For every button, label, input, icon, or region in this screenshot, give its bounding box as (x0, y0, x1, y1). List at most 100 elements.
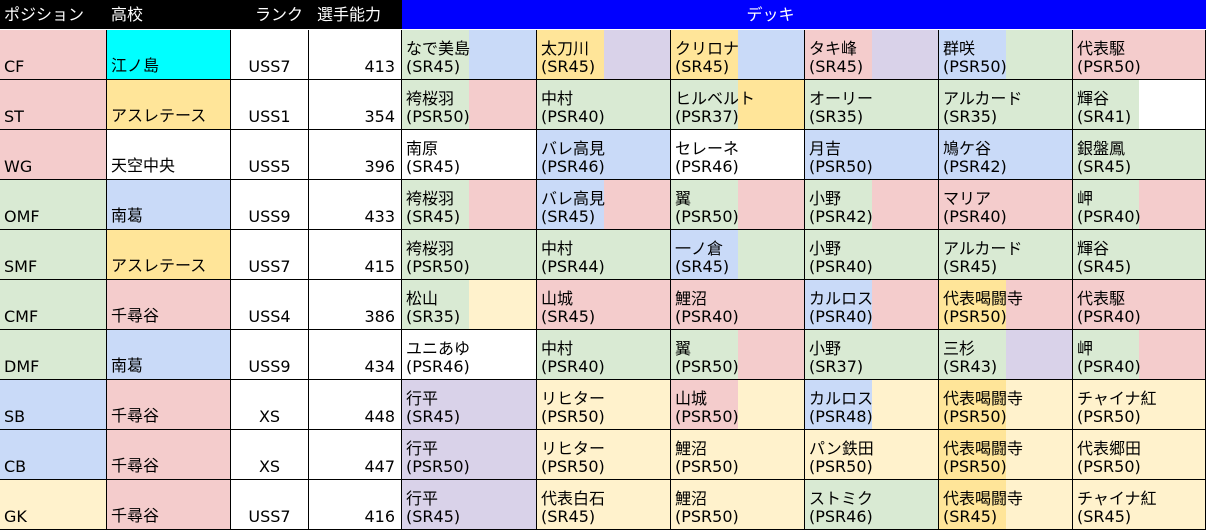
deck-card-cell[interactable]: 小野 (PSR40) (805, 230, 939, 280)
header-deck[interactable]: デッキ (402, 0, 1140, 29)
deck-card-cell[interactable]: リヒター (PSR50) (537, 430, 671, 480)
deck-card-cell[interactable]: カルロス (PSR48) (805, 380, 939, 430)
school-cell[interactable]: 天空中央 (107, 130, 231, 180)
school-cell[interactable]: 南葛 (107, 180, 231, 230)
school-cell[interactable]: 江ノ島 (107, 30, 231, 80)
deck-card-cell[interactable]: 翼 (PSR50) (671, 180, 805, 230)
position-cell[interactable]: DMF (0, 330, 107, 380)
deck-card-cell[interactable]: 袴桜羽 (SR45) (402, 180, 537, 230)
deck-card-cell[interactable]: セレーネ (PSR46) (671, 130, 805, 180)
deck-card-cell[interactable]: チャイナ紅 (PSR50) (1073, 380, 1206, 430)
deck-card-cell[interactable]: タキ峰 (SR45) (805, 30, 939, 80)
deck-card-cell[interactable]: 南原 (SR45) (402, 130, 537, 180)
school-cell[interactable]: 千尋谷 (107, 480, 231, 530)
deck-card-cell[interactable]: 小野 (SR37) (805, 330, 939, 380)
rank-cell[interactable]: USS9 (231, 330, 309, 380)
deck-card-cell[interactable]: チャイナ紅 (SR45) (1073, 480, 1206, 530)
position-cell[interactable]: ST (0, 80, 107, 130)
ability-cell[interactable]: 413 (309, 30, 402, 80)
rank-cell[interactable]: USS1 (231, 80, 309, 130)
ability-cell[interactable]: 416 (309, 480, 402, 530)
school-cell[interactable]: アスレテース (107, 230, 231, 280)
deck-card-cell[interactable]: ユニあゆ (PSR46) (402, 330, 537, 380)
header-school[interactable]: 高校 (107, 0, 231, 29)
deck-card-cell[interactable]: 岬 (PSR40) (1073, 180, 1206, 230)
deck-card-cell[interactable]: 代表喝闘寺 (PSR50) (939, 430, 1073, 480)
ability-cell[interactable]: 396 (309, 130, 402, 180)
deck-card-cell[interactable]: 山城 (SR45) (537, 280, 671, 330)
deck-card-cell[interactable]: 太刀川 (SR45) (537, 30, 671, 80)
deck-card-cell[interactable]: 中村 (PSR44) (537, 230, 671, 280)
deck-card-cell[interactable]: 三杉 (SR43) (939, 330, 1073, 380)
deck-card-cell[interactable]: 行平 (SR45) (402, 480, 537, 530)
position-cell[interactable]: OMF (0, 180, 107, 230)
school-cell[interactable]: 千尋谷 (107, 280, 231, 330)
rank-cell[interactable]: USS7 (231, 480, 309, 530)
position-cell[interactable]: WG (0, 130, 107, 180)
rank-cell[interactable]: USS7 (231, 230, 309, 280)
deck-card-cell[interactable]: 鯉沼 (PSR40) (671, 280, 805, 330)
deck-card-cell[interactable]: 月吉 (PSR50) (805, 130, 939, 180)
deck-card-cell[interactable]: オーリー (SR35) (805, 80, 939, 130)
deck-card-cell[interactable]: 銀盤鳳 (SR45) (1073, 130, 1206, 180)
school-cell[interactable]: アスレテース (107, 80, 231, 130)
rank-cell[interactable]: USS5 (231, 130, 309, 180)
rank-cell[interactable]: XS (231, 430, 309, 480)
position-cell[interactable]: CB (0, 430, 107, 480)
deck-card-cell[interactable]: 中村 (PSR40) (537, 330, 671, 380)
rank-cell[interactable]: XS (231, 380, 309, 430)
deck-card-cell[interactable]: なで美島 (SR45) (402, 30, 537, 80)
deck-card-cell[interactable]: 行平 (PSR50) (402, 430, 537, 480)
rank-cell[interactable]: USS7 (231, 30, 309, 80)
deck-card-cell[interactable]: 袴桜羽 (PSR50) (402, 80, 537, 130)
position-cell[interactable]: CMF (0, 280, 107, 330)
deck-card-cell[interactable]: 鳩ケ谷 (PSR42) (939, 130, 1073, 180)
ability-cell[interactable]: 433 (309, 180, 402, 230)
deck-card-cell[interactable]: 代表駆 (PSR50) (1073, 30, 1206, 80)
deck-card-cell[interactable]: バレ高見 (PSR46) (537, 130, 671, 180)
deck-card-cell[interactable]: 輝谷 (SR41) (1073, 80, 1206, 130)
deck-card-cell[interactable]: 鯉沼 (PSR50) (671, 480, 805, 530)
ability-cell[interactable]: 447 (309, 430, 402, 480)
header-rank[interactable]: ランク (231, 0, 309, 29)
position-cell[interactable]: SB (0, 380, 107, 430)
school-cell[interactable]: 南葛 (107, 330, 231, 380)
header-ability[interactable]: 選手能力 (309, 0, 402, 29)
rank-cell[interactable]: USS9 (231, 180, 309, 230)
deck-card-cell[interactable]: 代表喝闘寺 (PSR50) (939, 380, 1073, 430)
position-cell[interactable]: GK (0, 480, 107, 530)
deck-card-cell[interactable]: アルカード (SR45) (939, 230, 1073, 280)
deck-card-cell[interactable]: 中村 (PSR40) (537, 80, 671, 130)
school-cell[interactable]: 千尋谷 (107, 430, 231, 480)
deck-card-cell[interactable]: ヒルベルト (PSR37) (671, 80, 805, 130)
deck-card-cell[interactable]: 松山 (SR35) (402, 280, 537, 330)
deck-card-cell[interactable]: クリロナ (SR45) (671, 30, 805, 80)
deck-card-cell[interactable]: 小野 (PSR42) (805, 180, 939, 230)
deck-card-cell[interactable]: 代表郷田 (PSR50) (1073, 430, 1206, 480)
deck-card-cell[interactable]: 山城 (PSR50) (671, 380, 805, 430)
deck-card-cell[interactable]: 輝谷 (SR45) (1073, 230, 1206, 280)
deck-card-cell[interactable]: 岬 (PSR40) (1073, 330, 1206, 380)
header-position[interactable]: ポジション (0, 0, 107, 29)
ability-cell[interactable]: 434 (309, 330, 402, 380)
deck-card-cell[interactable]: 翼 (PSR50) (671, 330, 805, 380)
header-deck-extra[interactable] (1139, 0, 1206, 29)
ability-cell[interactable]: 448 (309, 380, 402, 430)
deck-card-cell[interactable]: 行平 (SR45) (402, 380, 537, 430)
deck-card-cell[interactable]: 代表喝闘寺 (SR45) (939, 480, 1073, 530)
deck-card-cell[interactable]: 群咲 (PSR50) (939, 30, 1073, 80)
deck-card-cell[interactable]: ストミク (PSR46) (805, 480, 939, 530)
school-cell[interactable]: 千尋谷 (107, 380, 231, 430)
position-cell[interactable]: SMF (0, 230, 107, 280)
deck-card-cell[interactable]: 代表喝闘寺 (PSR50) (939, 280, 1073, 330)
ability-cell[interactable]: 354 (309, 80, 402, 130)
deck-card-cell[interactable]: マリア (PSR40) (939, 180, 1073, 230)
deck-card-cell[interactable]: 袴桜羽 (PSR50) (402, 230, 537, 280)
deck-card-cell[interactable]: アルカード (SR35) (939, 80, 1073, 130)
deck-card-cell[interactable]: カルロス (PSR40) (805, 280, 939, 330)
deck-card-cell[interactable]: 代表駆 (PSR40) (1073, 280, 1206, 330)
deck-card-cell[interactable]: バレ高見 (SR45) (537, 180, 671, 230)
deck-card-cell[interactable]: 代表白石 (SR45) (537, 480, 671, 530)
deck-card-cell[interactable]: リヒター (PSR50) (537, 380, 671, 430)
rank-cell[interactable]: USS4 (231, 280, 309, 330)
